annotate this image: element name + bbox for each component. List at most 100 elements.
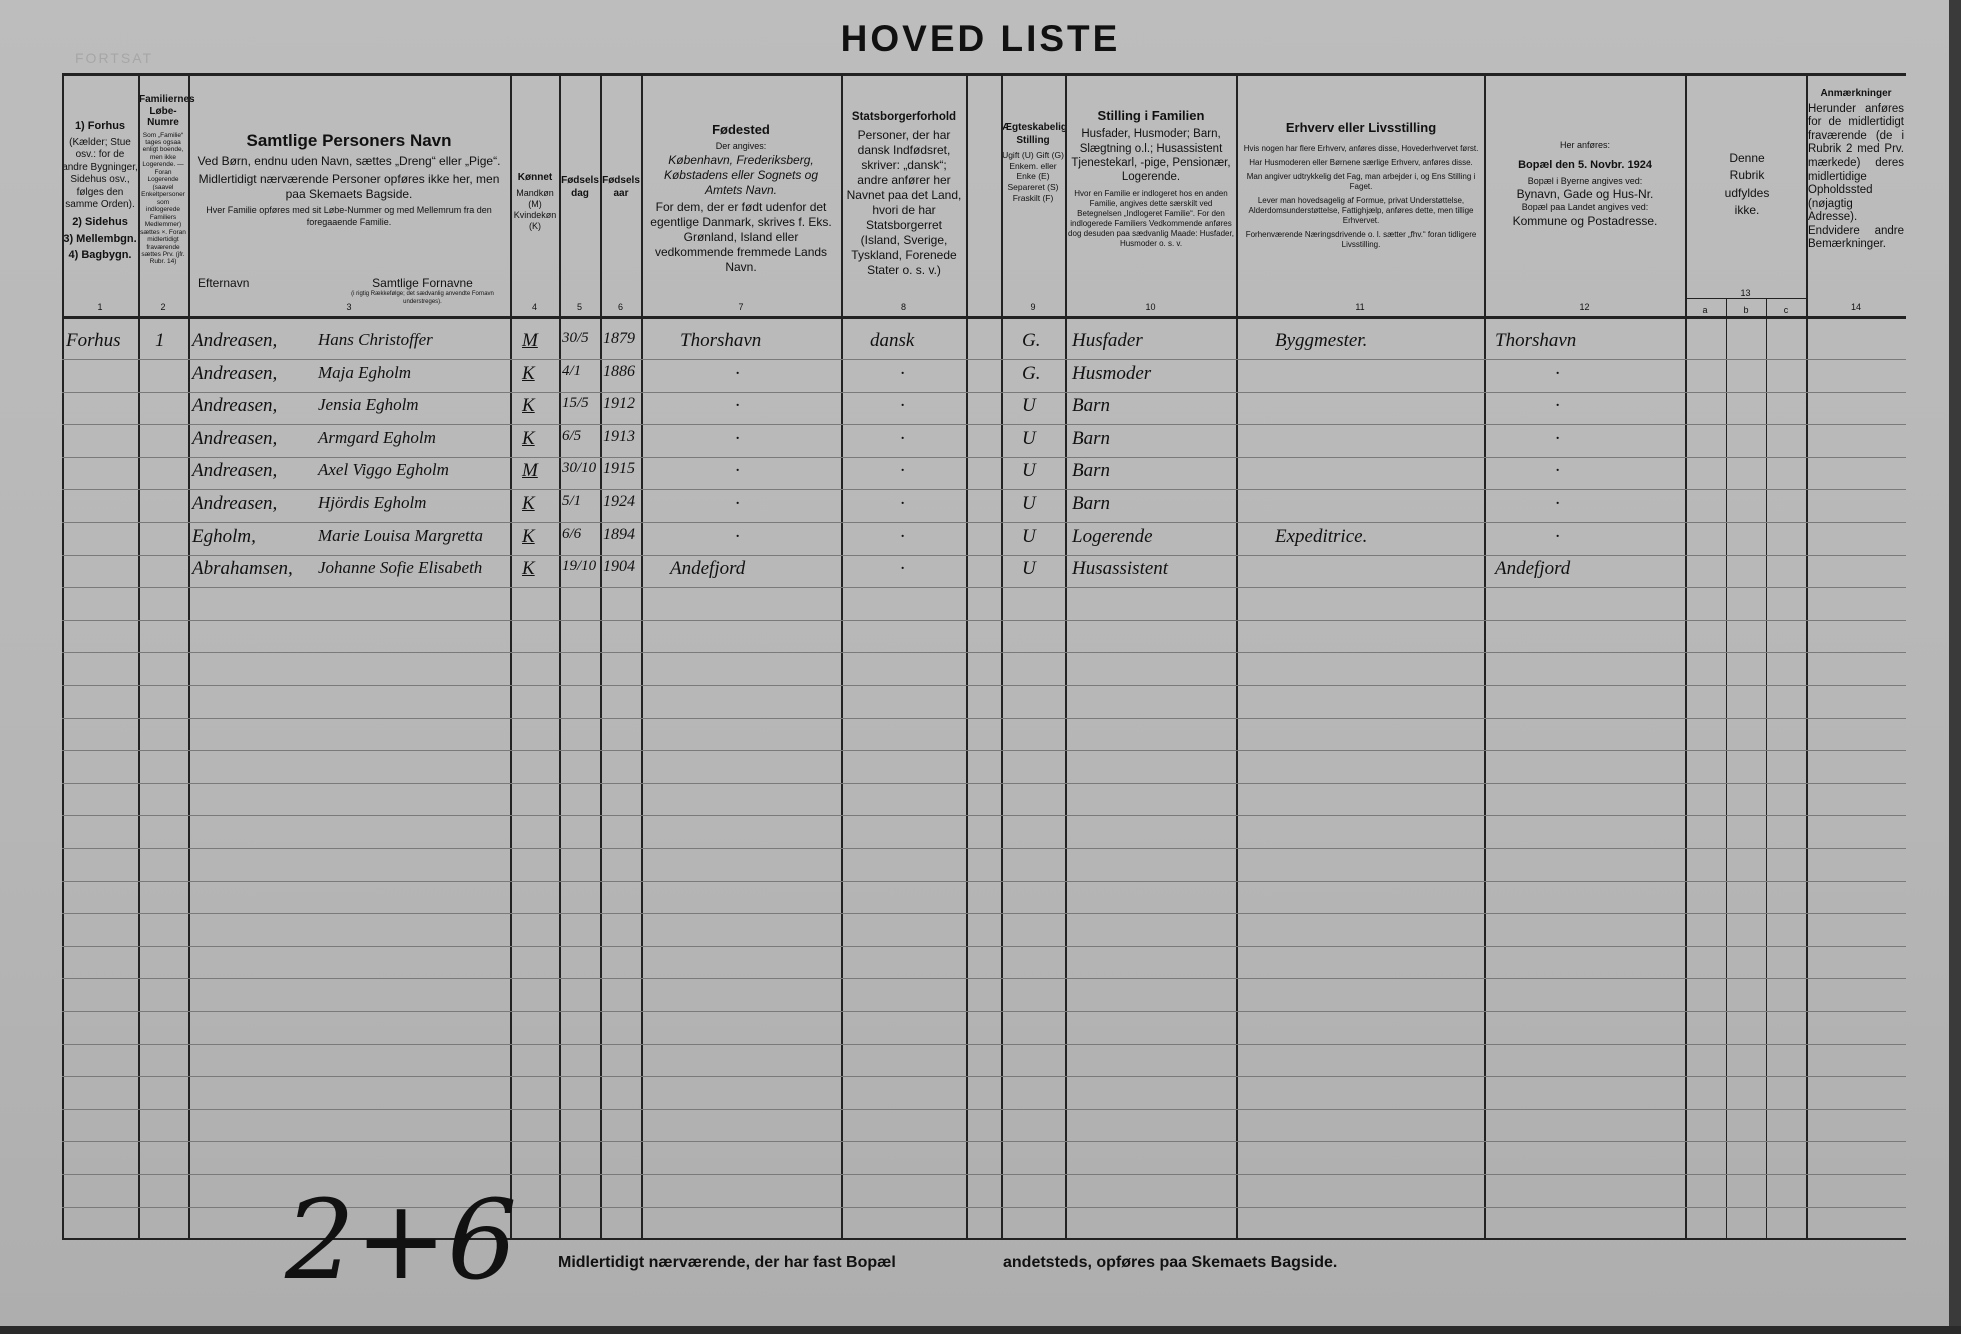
row-rule — [62, 750, 1906, 751]
column-rule — [138, 75, 140, 1238]
header-text: Hver Familie opføres med sit Løbe-Nummer… — [206, 205, 492, 227]
column-rule — [641, 75, 643, 1238]
row-rule — [62, 1141, 1906, 1142]
header-text: Forhenværende Næringsdrivende o. l. sætt… — [1245, 230, 1477, 250]
column-number: 2 — [160, 302, 166, 312]
header-text: Bopæl paa Landet angives ved: — [1521, 202, 1649, 213]
surname-cell: Egholm, — [192, 525, 256, 547]
sex-cell: K — [522, 525, 535, 547]
scan-edge — [0, 1326, 1961, 1334]
row-rule — [62, 424, 1906, 425]
header-col-3: Samtlige Personers Navn Ved Børn, endnu … — [190, 130, 508, 228]
header-surname: Efternavn — [198, 276, 250, 290]
birth-year-cell: 1904 — [603, 558, 635, 576]
row-rule — [62, 1044, 1906, 1045]
given-names-cell: Johanne Sofie Elisabeth — [318, 558, 483, 578]
header-text: (Kælder; Stue osv.: for de andre Bygning… — [62, 136, 138, 211]
surname-cell: Andreasen, — [192, 460, 278, 482]
row-rule — [62, 718, 1906, 719]
row-rule — [62, 978, 1906, 979]
marital-status-cell: U — [1022, 558, 1036, 580]
row-rule — [62, 881, 1906, 882]
birth-day-cell: 15/5 — [562, 395, 589, 412]
column-number: 5 — [576, 302, 582, 312]
header-col-2: Familiernes Løbe-Numre Som „Familie“ tag… — [139, 94, 195, 266]
row-rule — [62, 1076, 1906, 1077]
birth-year-cell: 1924 — [603, 493, 635, 510]
handwritten-count: 2+6 — [285, 1176, 518, 1304]
row-rule — [62, 652, 1906, 653]
birthplace-cell: · — [735, 525, 740, 547]
header-text: Ved Børn, endnu uden Navn, sættes „Dreng… — [197, 154, 501, 169]
marital-status-cell: U — [1022, 460, 1036, 482]
header-rule — [62, 316, 1906, 319]
marital-status-cell: U — [1022, 525, 1036, 547]
building-cell: Forhus — [66, 330, 121, 351]
surname-cell: Andreasen, — [192, 330, 278, 351]
row-rule — [62, 783, 1906, 784]
column-number: 8 — [900, 302, 906, 312]
header-text: Har Husmoderen eller Børnene særlige Erh… — [1249, 158, 1473, 168]
column-rule — [1484, 75, 1486, 1238]
family-position-cell: Husmoder — [1072, 362, 1152, 384]
surname-cell: Abrahamsen, — [192, 558, 293, 580]
marital-status-cell: U — [1022, 427, 1036, 449]
header-col-10: Stilling i Familien Husfader, Husmoder; … — [1068, 108, 1234, 249]
marital-status-cell: U — [1022, 493, 1036, 514]
column-rule — [559, 75, 561, 1238]
column-number: 13 — [1740, 288, 1751, 298]
header-text: Kommune og Postadresse. — [1512, 213, 1658, 228]
header-text: Bynavn, Gade og Hus-Nr. — [1516, 187, 1654, 202]
column-rule — [62, 75, 64, 1238]
residence-cell: Thorshavn — [1495, 330, 1577, 351]
row-rule — [62, 1109, 1906, 1110]
sex-cell: M — [522, 330, 538, 351]
top-rule — [62, 73, 1906, 76]
residence-cell: · — [1555, 427, 1560, 449]
marital-status-cell: U — [1022, 395, 1036, 417]
header-text: 1) Forhus — [74, 120, 126, 132]
row-rule — [62, 1011, 1906, 1012]
column-rule — [1806, 75, 1808, 1238]
row-rule — [62, 815, 1906, 816]
header-text: Samtlige Fornavne — [372, 276, 473, 290]
bottom-rule — [62, 1238, 1906, 1240]
header-col-14: Anmærkninger Herunder anføres for de mid… — [1808, 88, 1904, 252]
family-position-cell: Husfader — [1072, 330, 1143, 351]
column-number: 10 — [1145, 302, 1156, 312]
surname-cell: Andreasen, — [192, 395, 278, 417]
header-title: Samtlige Personers Navn — [246, 131, 452, 150]
column-number: 11 — [1355, 302, 1365, 312]
subcolumn-label: c — [1783, 305, 1789, 315]
column-number: 12 — [1579, 302, 1590, 312]
birthplace-cell: Andefjord — [670, 558, 746, 580]
header-title: Familiernes Løbe-Numre — [139, 94, 195, 128]
birth-year-cell: 1915 — [603, 460, 635, 478]
birth-day-cell: 5/1 — [562, 493, 582, 509]
header-text: Lever man hovedsagelig af Formue, privat… — [1248, 196, 1474, 226]
column-rule — [1001, 75, 1003, 1238]
header-col-8: Statsborgerforhold Personer, der har dan… — [845, 110, 963, 278]
header-title: Bopæl den 5. Novbr. 1924 — [1518, 159, 1652, 172]
column-number: 14 — [1850, 302, 1861, 312]
marital-status-cell: G. — [1022, 330, 1041, 351]
header-title: Kønnet — [517, 172, 553, 183]
header-text: Man angiver udtrykkelig det Fag, man arb… — [1246, 172, 1476, 192]
given-names-cell: Hjördis Egholm — [318, 493, 427, 512]
birth-day-cell: 19/10 — [562, 558, 597, 575]
surname-cell: Andreasen, — [192, 427, 278, 449]
birth-year-cell: 1886 — [603, 362, 635, 380]
header-title: Fødselsaar — [602, 175, 640, 199]
occupation-cell: Expeditrice. — [1275, 525, 1368, 547]
family-position-cell: Barn — [1072, 427, 1110, 449]
sub-rule — [1685, 298, 1806, 299]
row-rule — [62, 620, 1906, 621]
sex-cell: K — [522, 427, 535, 449]
family-position-cell: Husassistent — [1072, 558, 1169, 580]
column-number: 4 — [531, 302, 537, 312]
header-title: Fødested — [712, 122, 770, 137]
header-title: Ægteskabelig Stilling — [1002, 122, 1068, 146]
birthplace-cell: · — [735, 395, 740, 417]
column-rule — [966, 75, 968, 1238]
page-title: HOVED LISTE — [840, 18, 1121, 59]
